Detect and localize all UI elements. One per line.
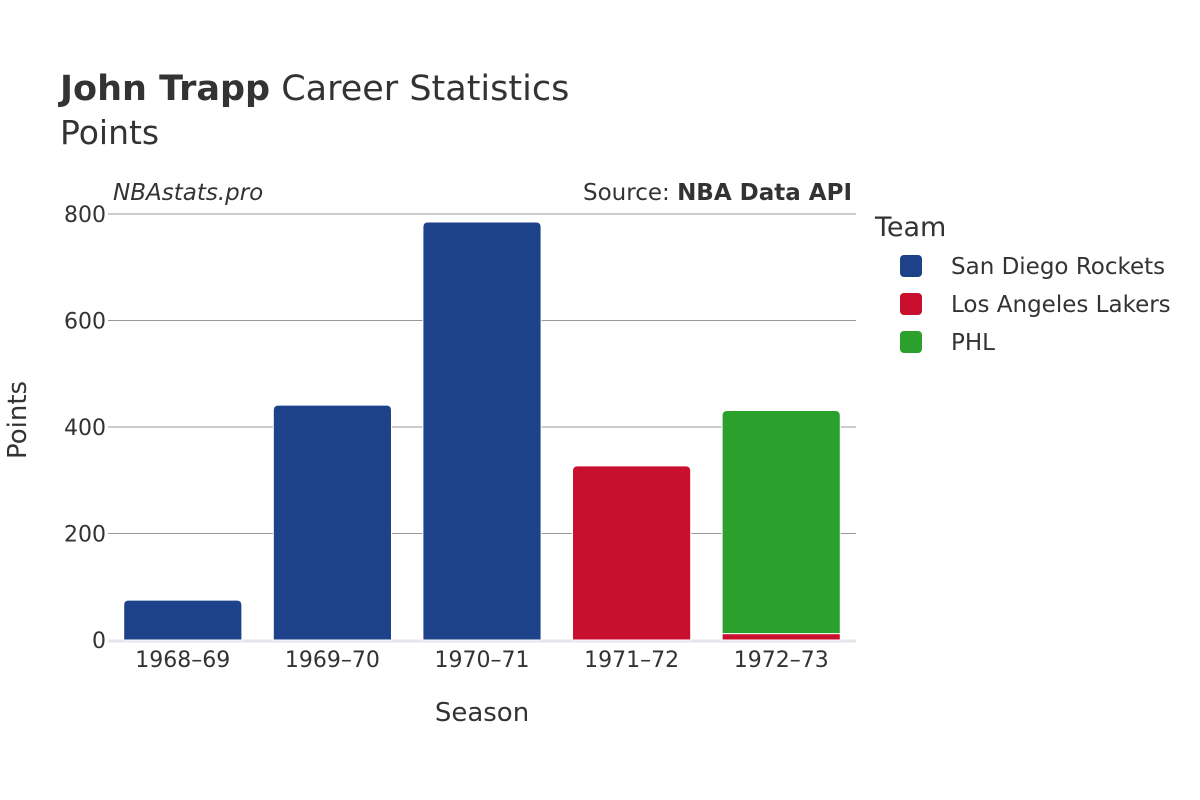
bar-1969-70-san-diego-rockets bbox=[272, 404, 392, 641]
source-credit: Source: NBA Data API bbox=[583, 180, 852, 206]
chart-title-player: John Trapp bbox=[58, 69, 270, 109]
bars bbox=[123, 221, 841, 641]
chart-title-rest: Career Statistics bbox=[270, 69, 569, 109]
legend-swatch bbox=[900, 331, 922, 353]
x-tick-label: 1969–70 bbox=[285, 648, 380, 673]
watermark: NBAstats.pro bbox=[113, 180, 263, 206]
y-tick-label: 400 bbox=[64, 416, 106, 441]
legend-swatch bbox=[900, 293, 922, 315]
y-tick-label: 200 bbox=[64, 523, 106, 548]
y-tick-label: 800 bbox=[64, 203, 106, 228]
y-tick-label: 600 bbox=[64, 310, 106, 335]
x-tick-label: 1970–71 bbox=[435, 648, 530, 673]
legend-title: Team bbox=[874, 212, 946, 243]
bar-1968-69-san-diego-rockets bbox=[123, 599, 243, 641]
x-tick-label: 1972–73 bbox=[734, 648, 829, 673]
bar-1970-71-san-diego-rockets bbox=[422, 221, 542, 641]
legend-swatch bbox=[900, 255, 922, 277]
bar-1972-73-los-angeles-lakers bbox=[721, 633, 841, 641]
legend-label: Los Angeles Lakers bbox=[951, 292, 1171, 318]
source-name: NBA Data API bbox=[677, 180, 852, 206]
legend-label: San Diego Rockets bbox=[951, 254, 1165, 280]
legend: San Diego Rockets Los Angeles Lakers PHL bbox=[900, 254, 1171, 356]
x-axis-title: Season bbox=[435, 698, 529, 728]
bar-1971-72-los-angeles-lakers bbox=[572, 465, 692, 641]
y-axis-title: Points bbox=[3, 381, 33, 459]
chart-title: John Trapp Career Statistics bbox=[58, 69, 569, 109]
x-tick-label: 1971–72 bbox=[584, 648, 679, 673]
y-tick-labels: 0 200 400 600 800 bbox=[64, 203, 106, 654]
bar-1972-73-phl bbox=[721, 409, 841, 635]
legend-label: PHL bbox=[951, 330, 995, 356]
x-tick-labels: 1968–69 1969–70 1970–71 1971–72 1972–73 bbox=[135, 648, 828, 673]
source-prefix: Source: bbox=[583, 180, 677, 206]
chart-subtitle: Points bbox=[60, 113, 159, 152]
x-tick-label: 1968–69 bbox=[135, 648, 230, 673]
y-tick-label: 0 bbox=[92, 629, 106, 654]
